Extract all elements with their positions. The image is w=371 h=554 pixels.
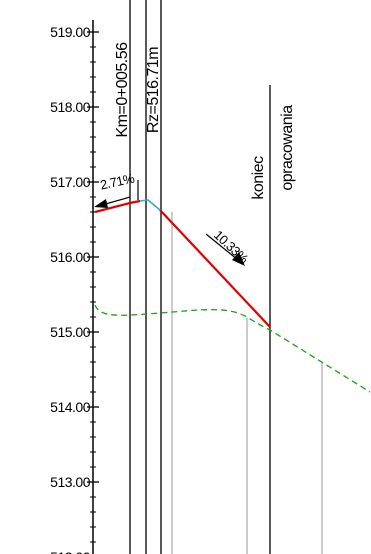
grade-line (94, 199, 141, 214)
axis-label: 517.00 (50, 174, 91, 190)
axis-ticks: 519.00 518.00 517.00 516.00 515.00 514.00 513.… (50, 24, 99, 554)
grade-label: 10.33% (211, 227, 252, 267)
axis-label: 515.00 (50, 324, 91, 340)
axis-label: 512.00 (50, 549, 91, 554)
axis-label: 514.00 (50, 399, 91, 415)
arrow-head (232, 252, 245, 266)
axis-label: 518.00 (50, 99, 91, 115)
vertical-curve (139, 199, 161, 211)
axis-label: 519.00 (50, 24, 91, 40)
grade-label: 2.71% (99, 170, 137, 192)
axis-label: 513.00 (50, 474, 91, 490)
axis-label: 516.00 (50, 249, 91, 265)
grade-line (159, 209, 271, 328)
end-label: opracowania (279, 105, 296, 191)
end-label: koniec (250, 156, 267, 200)
arrow-head (94, 199, 108, 208)
grade-arrow (205, 233, 239, 261)
station-label: Km=0+005.56 (114, 42, 131, 138)
terrain-line (94, 304, 371, 393)
elevation-label: Rz=516.71m (145, 47, 162, 133)
